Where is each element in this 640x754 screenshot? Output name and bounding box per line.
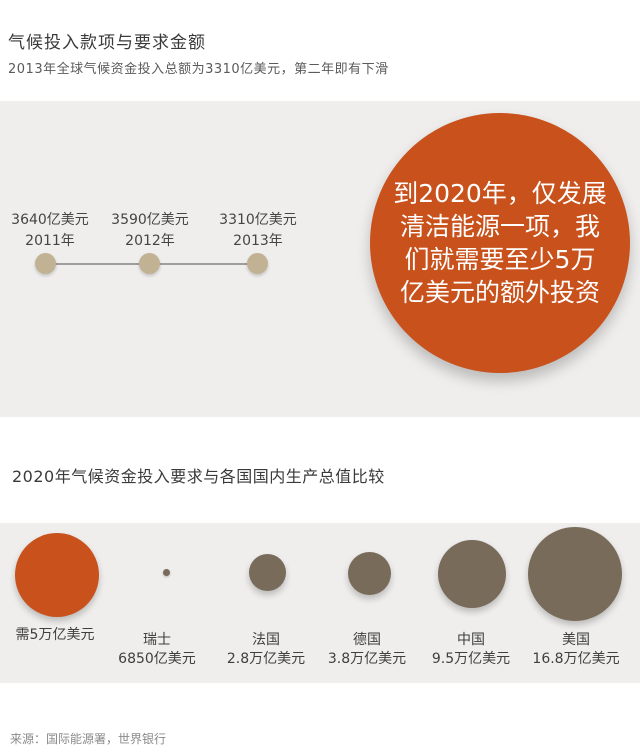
bubble-label-switzerland: 瑞士 6850亿美元 bbox=[92, 631, 222, 669]
page-title: 气候投入款项与要求金额 bbox=[8, 33, 206, 53]
source-note: 来源：国际能源署，世界银行 bbox=[10, 732, 167, 746]
callout-text-line-1: 到2020年，仅发展 bbox=[393, 179, 607, 208]
bubble-name-usa: 美国 bbox=[562, 632, 590, 648]
callout-circle: 到2020年，仅发展 清洁能源一项，我 们就需要至少5万 亿美元的额外投资 bbox=[370, 113, 630, 373]
bubble-name-germany: 德国 bbox=[353, 632, 381, 648]
bubble-switzerland bbox=[163, 569, 170, 576]
bubble-required-investment bbox=[15, 533, 99, 617]
timeline-point-label-2013: 3310亿美元 2013年 bbox=[193, 210, 323, 252]
comparison-section-title: 2020年气候资金投入要求与各国国内生产总值比较 bbox=[12, 467, 385, 486]
timeline-point-label-2012: 3590亿美元 2012年 bbox=[85, 210, 215, 252]
timeline-value-2013: 3310亿美元 bbox=[219, 212, 297, 228]
bubble-value-china: 9.5万亿美元 bbox=[431, 651, 511, 667]
timeline-dot-2013 bbox=[247, 253, 268, 274]
callout-text-line-4: 亿美元的额外投资 bbox=[399, 278, 600, 307]
bubble-germany bbox=[348, 552, 391, 595]
bubble-name-switzerland: 瑞士 bbox=[143, 632, 171, 648]
bubble-label-china: 中国 9.5万亿美元 bbox=[406, 631, 536, 669]
bubble-label-france: 法国 2.8万亿美元 bbox=[201, 631, 331, 669]
bubble-value-france: 2.8万亿美元 bbox=[226, 651, 306, 667]
timeline-year-2012: 2012年 bbox=[125, 233, 175, 249]
bubble-value-germany: 3.8万亿美元 bbox=[327, 651, 407, 667]
timeline-value-2012: 3590亿美元 bbox=[111, 212, 189, 228]
callout-text-line-3: 们就需要至少5万 bbox=[404, 245, 596, 274]
callout-text-line-2: 清洁能源一项，我 bbox=[399, 212, 600, 241]
bubble-name-france: 法国 bbox=[252, 632, 280, 648]
timeline-dot-2012 bbox=[139, 253, 160, 274]
timeline-point-label-2011: 3640亿美元 2011年 bbox=[0, 210, 115, 252]
timeline-value-2011: 3640亿美元 bbox=[11, 212, 89, 228]
bubble-usa bbox=[528, 527, 622, 621]
timeline-dot-2011 bbox=[35, 253, 56, 274]
bubble-value-switzerland: 6850亿美元 bbox=[118, 651, 196, 667]
bubble-value-usa: 16.8万亿美元 bbox=[532, 651, 620, 667]
bubble-name-required: 需5万亿美元 bbox=[15, 627, 95, 643]
bubble-name-china: 中国 bbox=[457, 632, 485, 648]
timeline-year-2013: 2013年 bbox=[233, 233, 283, 249]
bubble-label-usa: 美国 16.8万亿美元 bbox=[511, 631, 640, 669]
timeline-year-2011: 2011年 bbox=[25, 233, 75, 249]
bubble-france bbox=[249, 554, 286, 591]
bubble-label-germany: 德国 3.8万亿美元 bbox=[302, 631, 432, 669]
bubble-label-required-investment: 需5万亿美元 bbox=[0, 626, 120, 645]
bubble-china bbox=[438, 540, 506, 608]
page-subtitle: 2013年全球气候资金投入总额为3310亿美元，第二年即有下滑 bbox=[8, 62, 389, 77]
